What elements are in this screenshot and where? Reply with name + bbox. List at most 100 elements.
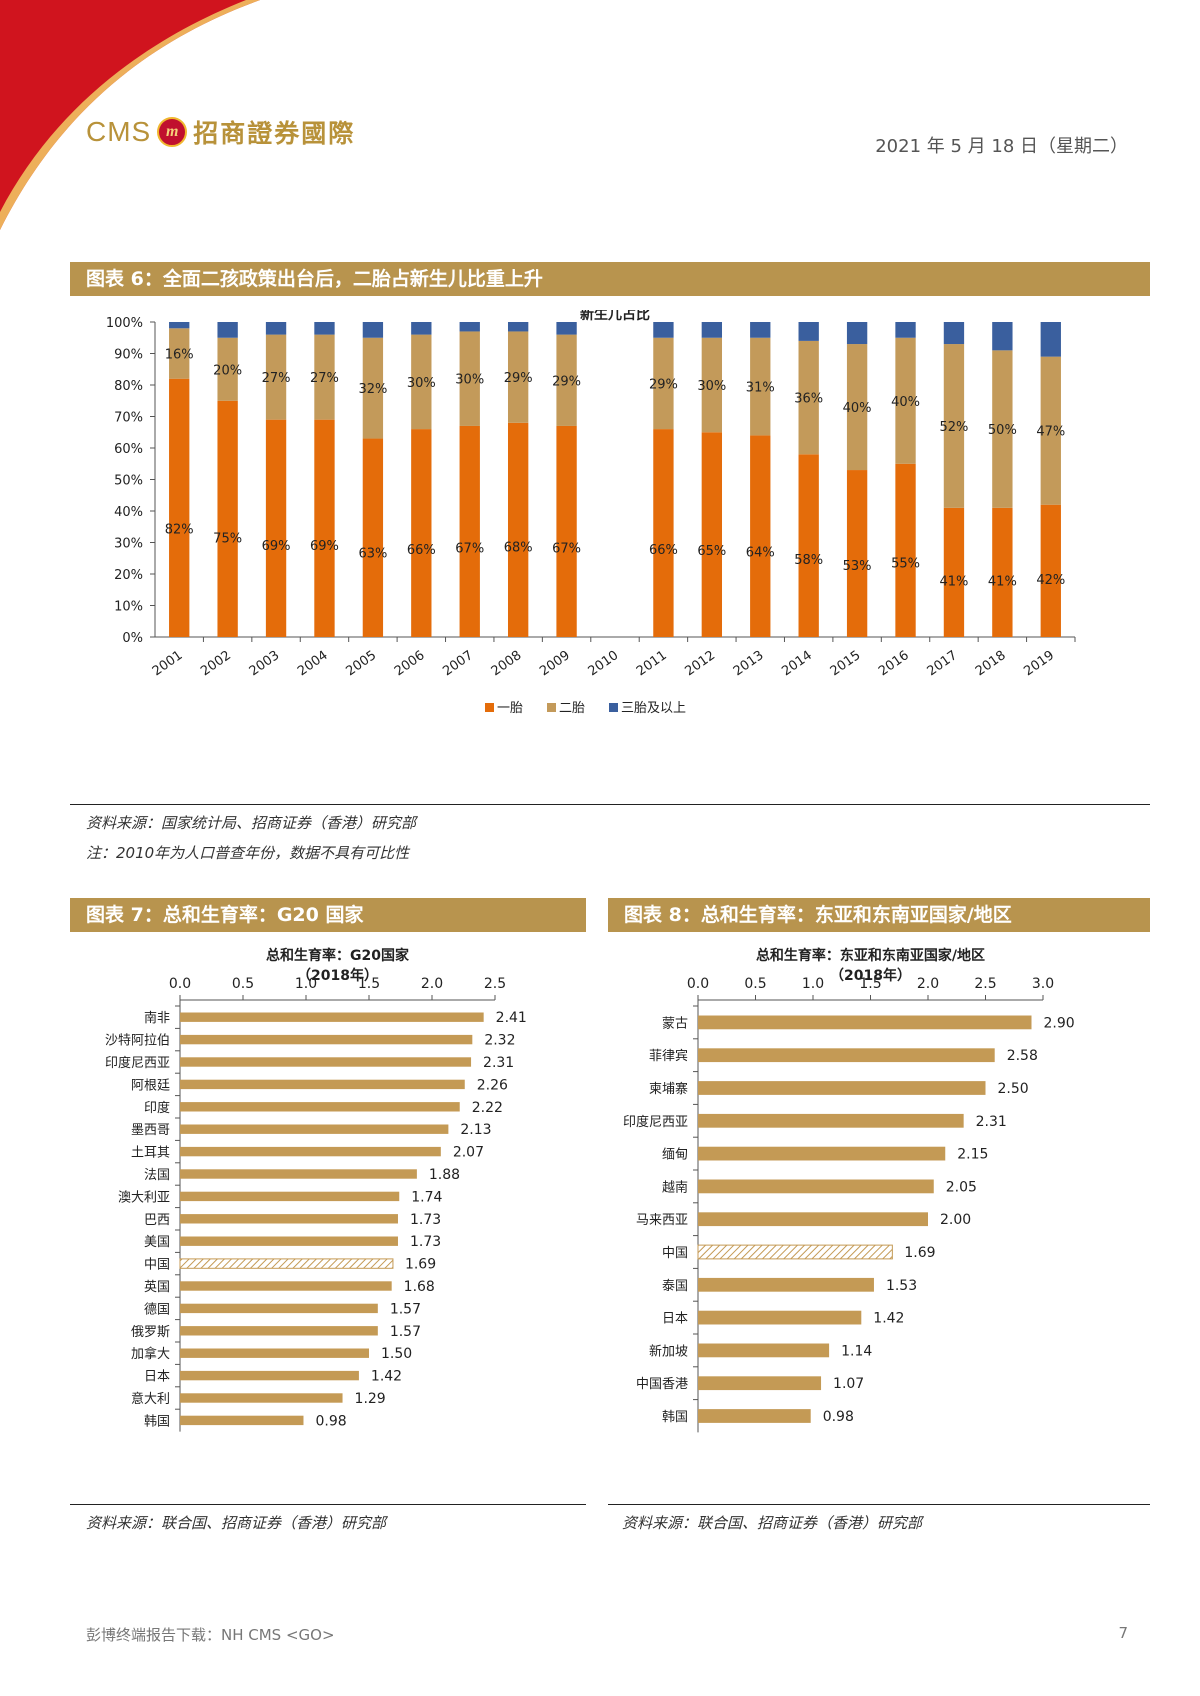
fig6-xtick-label: 2015 [828,648,864,679]
fig6-data-label: 66% [649,543,678,558]
fig6-xtick-label: 2004 [295,648,331,679]
fig8-bar [698,1048,995,1063]
fig8-bar [698,1113,964,1128]
fig6-bar-third [653,322,674,338]
fig7-value-label: 1.42 [371,1369,402,1385]
fig6-bar-third [943,322,965,345]
fig7-xtick-label: 2.0 [421,976,443,992]
fig6-xtick-label: 2001 [150,648,186,679]
fig7-category-label: 南非 [144,1010,170,1026]
fig8-value-label: 2.31 [976,1114,1007,1130]
fig7-heading: 图表 7：总和生育率：G20 国家 [70,898,586,932]
fig8-rule [608,1504,1150,1505]
fig8-value-label: 1.53 [886,1278,917,1294]
fig6-bar-first [556,425,577,637]
fig6-bar-third [701,322,723,338]
fig6-bar-first [169,378,190,637]
fig8-category-label: 蒙古 [662,1016,688,1031]
fig7-category-label: 韩国 [144,1414,170,1429]
fig6-bar-third [169,322,190,329]
fig7-category-label: 中国 [144,1258,170,1273]
fig6-bar-second [798,340,819,455]
fig7-value-label: 0.98 [315,1413,346,1429]
fig7-value-label: 2.07 [453,1145,484,1161]
fig6-bar-first [265,419,287,637]
fig6-data-label: 53% [843,559,872,574]
fig6-bar-second [362,337,384,439]
fig6-ytick-label: 10% [114,600,143,615]
fig6-bar-first [362,438,384,637]
fig6-data-label: 16% [165,348,194,363]
fig6-xtick-label: 2002 [198,648,234,679]
fig7-category-label: 意大利 [131,1391,170,1407]
fig6-rule [70,804,1150,805]
fig6-bar-second [556,334,577,426]
fig7-rule [70,1504,586,1505]
fig6-data-label: 66% [407,543,436,558]
fig8-bar-highlight [697,1244,893,1260]
fig7-value-label: 1.69 [405,1257,436,1273]
fig6-ytick-label: 30% [114,537,143,552]
fig7-value-label: 2.32 [484,1033,515,1049]
fig7-bar [180,1415,304,1426]
fig6-source: 资料来源：国家统计局、招商证券（香港）研究部 [86,814,417,832]
fig7-source: 资料来源：联合国、招商证券（香港）研究部 [86,1514,387,1532]
fig7-category-label: 英国 [144,1280,170,1295]
fig6-data-label: 29% [552,374,581,389]
fig6-bar-third [459,322,480,332]
fig8-category-label: 菲律宾 [649,1048,688,1064]
fig6-chart: 新生儿占比 0% 10% 20% 30% 40% 50% 60% 70% 80% 90% 100% 20… [106,310,1076,716]
fig7-xtick-label: 1.5 [358,976,380,992]
fig7-category-label: 印度 [144,1100,170,1116]
fig7-category-label: 阿根廷 [131,1078,170,1093]
fig6-ytick-label: 20% [114,568,143,583]
fig6-data-label: 55% [891,557,920,572]
fig6-ytick-label: 80% [114,379,143,394]
fig8-value-label: 2.50 [998,1081,1029,1097]
fig6-xtick-label: 2014 [779,648,815,679]
fig6-legend-label: 一胎 [497,701,523,716]
fig6-xtick-label: 2006 [392,648,428,679]
logo-cms-text: CMS [86,116,152,147]
fig6-data-label: 82% [165,523,194,538]
fig7-bar [180,1057,472,1067]
fig7-chart-title: 总和生育率：G20国家 [266,947,410,964]
fig6-ytick-label: 70% [114,411,143,426]
fig7-bar [180,1214,398,1224]
fig6-bar-third [507,322,529,332]
fig6-bar-second [411,334,432,430]
fig6-bar-third [556,322,577,335]
fig7-xtick-label: 2.5 [484,976,506,992]
fig8-xtick-label: 2.5 [974,976,996,992]
fig8-category-label: 韩国 [662,1410,688,1425]
fig6-bar-third [362,322,384,338]
fig7-bar [180,1236,398,1246]
fig8-value-label: 1.14 [841,1343,872,1359]
fig7-category-label: 俄罗斯 [131,1325,170,1340]
fig6-xtick-label: 2010 [586,648,622,679]
fig6-note: 注：2010年为人口普查年份，数据不具有可比性 [86,844,410,862]
fig6-bar-first [992,507,1013,637]
fig6-data-label: 40% [843,401,872,416]
fig6-xtick-label: 2003 [247,648,283,679]
fig7-bar [180,1303,378,1314]
fig8-bar [698,1310,862,1325]
fig7-category-label: 美国 [144,1235,170,1250]
fig7-bar [180,1146,441,1157]
fig6-data-label: 29% [504,371,533,386]
fig6-bar-first [459,425,480,637]
fig6-data-label: 52% [939,420,968,435]
fig6-bar-first [846,470,868,637]
fig7-bar [180,1370,359,1381]
fig6-data-label: 27% [262,371,291,386]
fig6-xtick-label: 2008 [489,648,525,679]
fig8-value-label: 2.90 [1044,1015,1075,1031]
fig7-value-label: 2.13 [460,1122,491,1138]
fig6-data-label: 20% [213,363,242,378]
fig6-xtick-label: 2018 [973,648,1009,679]
fig6-bar-first [411,429,432,637]
fig8-category-label: 中国香港 [636,1377,688,1392]
fig8-bar [698,1179,934,1194]
fig6-bar-second [314,334,335,420]
fig6-data-label: 69% [262,539,291,554]
